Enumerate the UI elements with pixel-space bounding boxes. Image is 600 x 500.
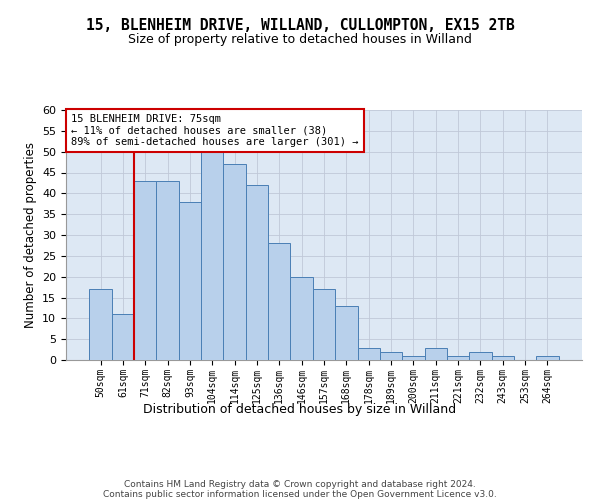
Bar	[157, 181, 179, 360]
Bar	[179, 202, 201, 360]
Text: Size of property relative to detached houses in Willand: Size of property relative to detached ho…	[128, 32, 472, 46]
Bar	[246, 185, 268, 360]
Text: Contains HM Land Registry data © Crown copyright and database right 2024.
Contai: Contains HM Land Registry data © Crown c…	[103, 480, 497, 500]
Bar	[491, 356, 514, 360]
Bar	[536, 356, 559, 360]
Text: Distribution of detached houses by size in Willand: Distribution of detached houses by size …	[143, 402, 457, 415]
Bar	[290, 276, 313, 360]
Bar	[313, 289, 335, 360]
Bar	[89, 289, 112, 360]
Bar	[268, 244, 290, 360]
Bar	[402, 356, 425, 360]
Y-axis label: Number of detached properties: Number of detached properties	[23, 142, 37, 328]
Bar	[358, 348, 380, 360]
Bar	[201, 152, 223, 360]
Text: 15 BLENHEIM DRIVE: 75sqm
← 11% of detached houses are smaller (38)
89% of semi-d: 15 BLENHEIM DRIVE: 75sqm ← 11% of detach…	[71, 114, 359, 147]
Bar	[112, 314, 134, 360]
Bar	[447, 356, 469, 360]
Text: 15, BLENHEIM DRIVE, WILLAND, CULLOMPTON, EX15 2TB: 15, BLENHEIM DRIVE, WILLAND, CULLOMPTON,…	[86, 18, 514, 32]
Bar	[134, 181, 157, 360]
Bar	[335, 306, 358, 360]
Bar	[380, 352, 402, 360]
Bar	[223, 164, 246, 360]
Bar	[425, 348, 447, 360]
Bar	[469, 352, 491, 360]
